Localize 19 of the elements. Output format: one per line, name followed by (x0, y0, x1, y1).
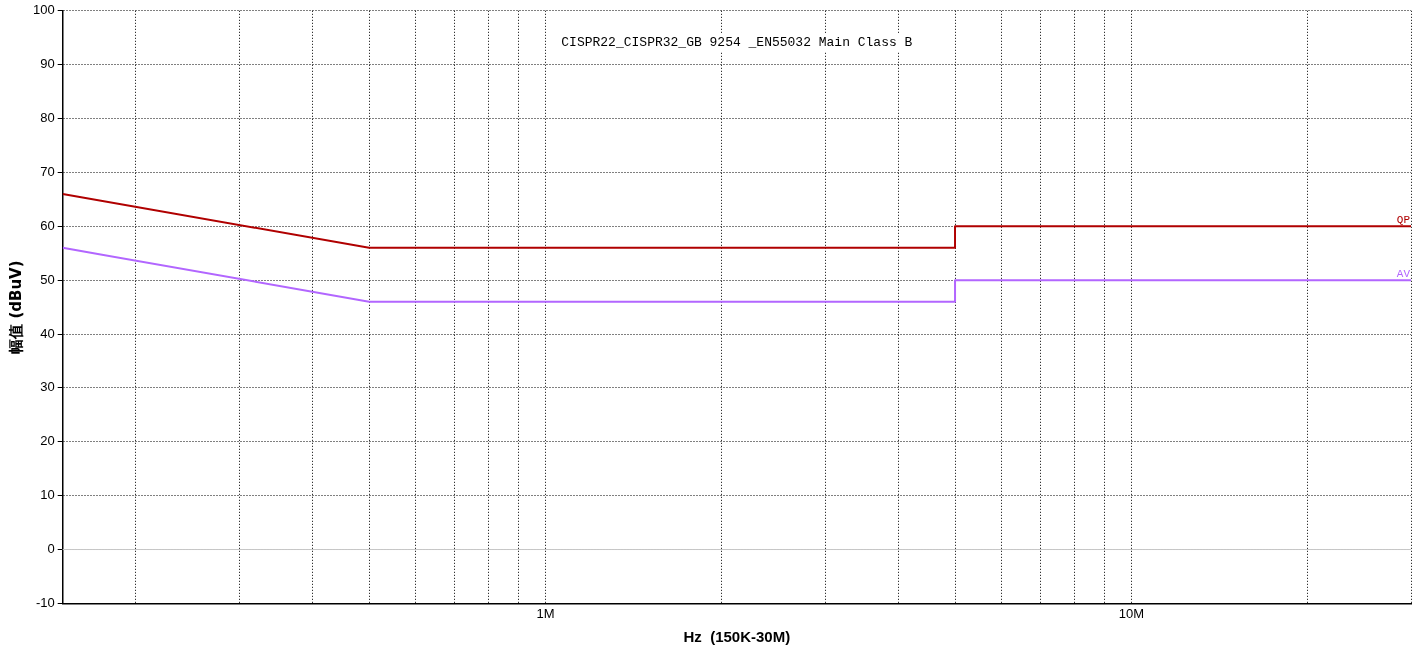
x-tick-label: 1M (536, 605, 555, 621)
y-tick-label: 100 (32, 2, 55, 18)
x-axis-title: Hz (150K-30M) (683, 628, 791, 646)
y-tick-label: 90 (40, 56, 55, 72)
y-tick-label: 40 (40, 325, 55, 341)
series-label: QP (1396, 213, 1411, 226)
y-tick-label: 0 (47, 541, 55, 557)
y-tick-label: -10 (35, 594, 55, 610)
y-axis-title: 幅值 (dBuV) (6, 260, 25, 354)
y-tick-label: 50 (40, 271, 55, 287)
series-label: AV (1396, 267, 1411, 280)
y-tick-label: 20 (40, 433, 55, 449)
y-tick-label: 30 (40, 379, 55, 395)
text: CISPR22_CISPR32_GB 9254 _EN55032 Main Class B (561, 35, 913, 51)
y-tick-label: 60 (40, 217, 55, 233)
y-tick-label: 80 (40, 110, 55, 126)
x-tick-label: 10M (1118, 605, 1145, 621)
y-tick-label: 10 (40, 487, 55, 503)
y-tick-label: 70 (40, 164, 55, 179)
